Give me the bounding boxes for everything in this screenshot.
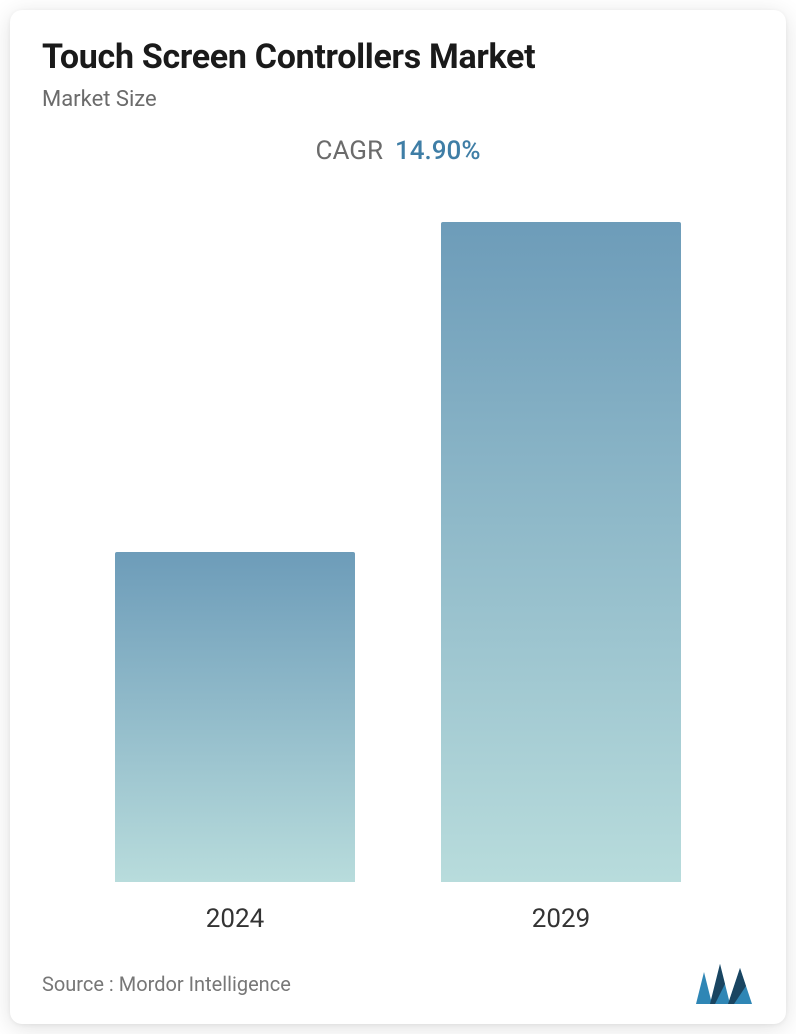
chart-subtitle: Market Size <box>42 87 754 112</box>
bar-category-label: 2029 <box>532 904 590 934</box>
bar <box>115 552 355 882</box>
cagr-row: CAGR 14.90% <box>42 136 754 166</box>
bar <box>441 222 681 882</box>
bar-column: 2029 <box>401 222 721 934</box>
bar-category-label: 2024 <box>206 904 264 934</box>
bar-chart: 2024 2029 <box>42 166 754 934</box>
chart-card: Touch Screen Controllers Market Market S… <box>10 10 786 1024</box>
cagr-label: CAGR <box>316 136 383 166</box>
bar-column: 2024 <box>75 552 395 934</box>
cagr-value: 14.90% <box>395 136 480 166</box>
mordor-logo-icon <box>696 964 754 1004</box>
source-text: Source : Mordor Intelligence <box>42 972 291 996</box>
chart-footer: Source : Mordor Intelligence <box>42 958 754 1004</box>
chart-title: Touch Screen Controllers Market <box>42 38 754 77</box>
